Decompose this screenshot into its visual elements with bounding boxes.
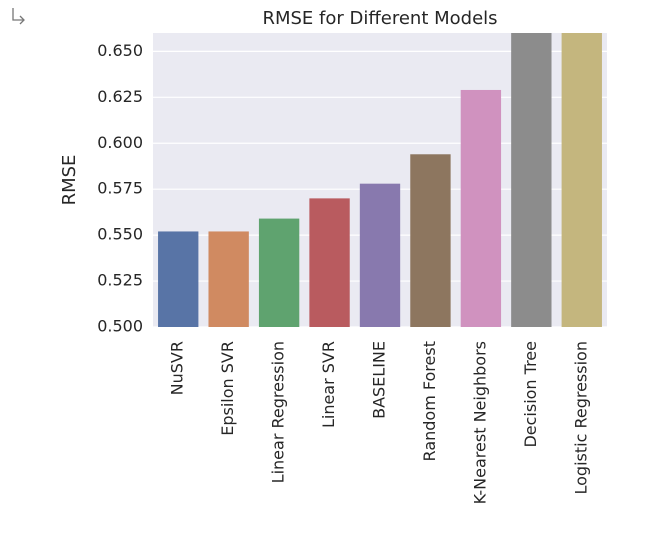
bar xyxy=(258,218,300,327)
y-tick-label: 0.550 xyxy=(97,225,143,244)
x-tick-label: BASELINE xyxy=(370,341,389,419)
output-icon xyxy=(12,8,25,25)
y-tick-label: 0.650 xyxy=(97,41,143,60)
y-tick-label: 0.600 xyxy=(97,133,143,152)
bar xyxy=(460,89,502,327)
y-tick-label: 0.500 xyxy=(97,317,143,336)
y-tick-label: 0.525 xyxy=(97,271,143,290)
y-tick-label: 0.575 xyxy=(97,179,143,198)
bar xyxy=(511,33,552,327)
x-tick-label: Linear SVR xyxy=(319,341,338,428)
x-tick-label: Epsilon SVR xyxy=(218,341,237,436)
x-tick-label: K-Nearest Neighbors xyxy=(470,341,489,504)
bar xyxy=(561,33,602,327)
bar xyxy=(410,154,451,327)
bar xyxy=(158,231,199,327)
x-tick-label: Logistic Regression xyxy=(571,341,590,494)
bar xyxy=(359,183,401,327)
x-tick-label: NuSVR xyxy=(168,341,187,395)
x-tick-label: Decision Tree xyxy=(521,341,540,448)
x-tick-label: Linear Regression xyxy=(269,341,288,483)
bar xyxy=(309,198,350,327)
y-tick-label: 0.625 xyxy=(97,87,143,106)
bar xyxy=(208,231,249,327)
chart-title: RMSE for Different Models xyxy=(262,8,497,29)
y-axis-label: RMSE xyxy=(59,155,80,206)
x-tick-label: Random Forest xyxy=(420,341,439,461)
